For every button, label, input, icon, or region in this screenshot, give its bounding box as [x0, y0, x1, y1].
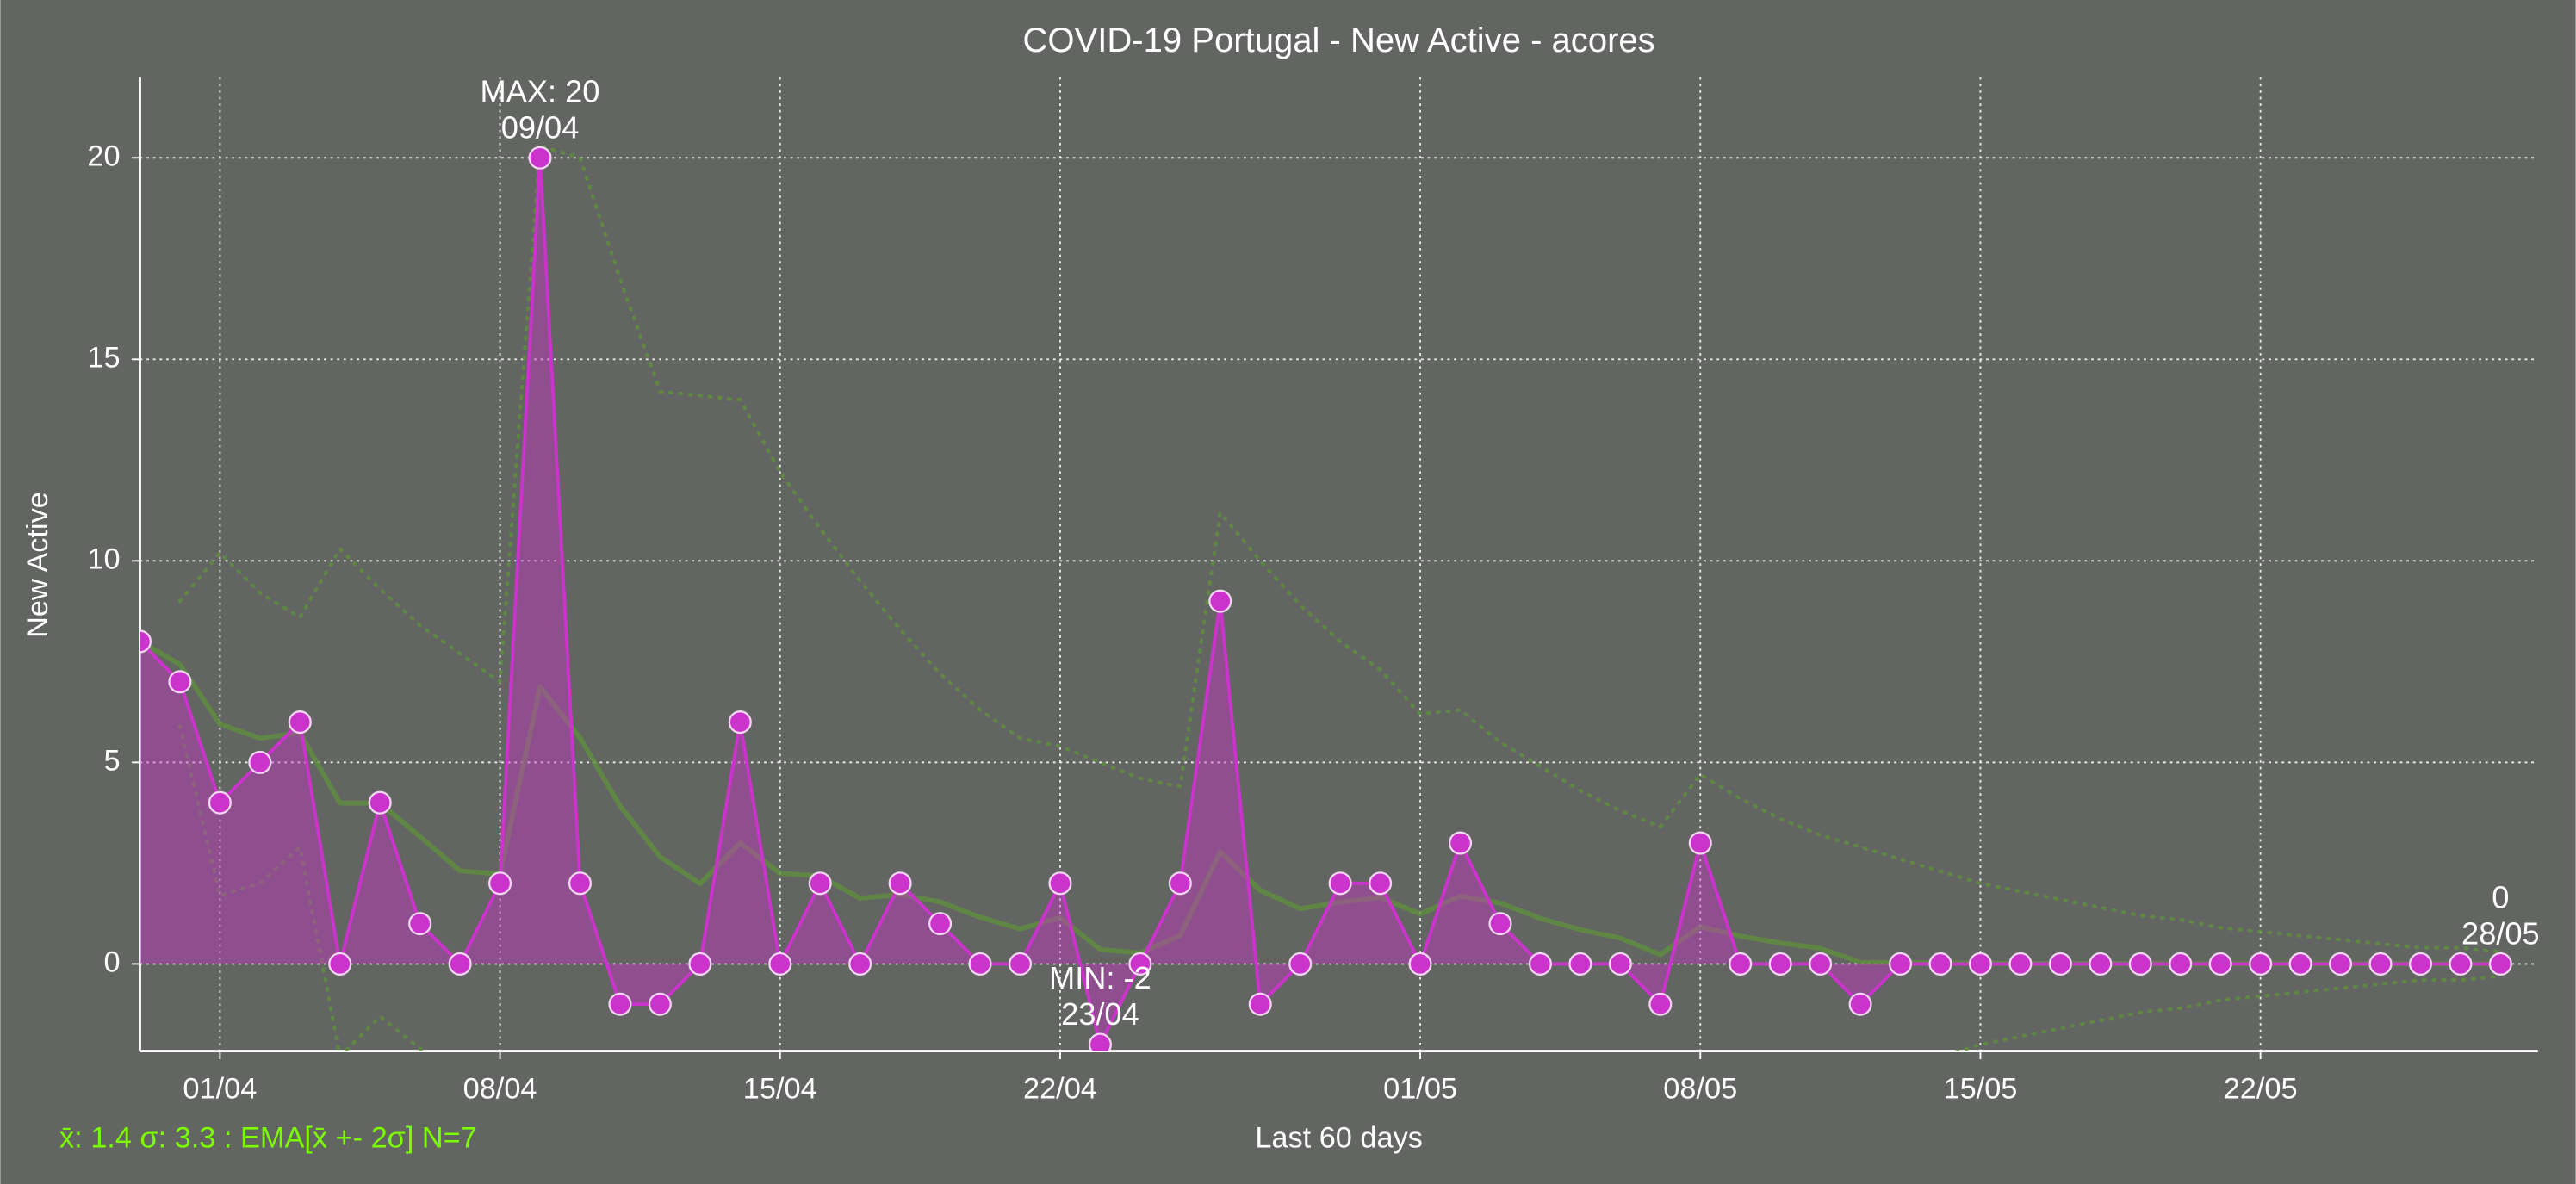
y-axis-label: New Active	[22, 492, 54, 638]
point	[2449, 952, 2473, 976]
point	[1248, 992, 1272, 1016]
point	[688, 952, 712, 976]
x-tick-label: 15/04	[743, 1072, 817, 1105]
point	[968, 952, 992, 976]
x-tick-label: 08/05	[1663, 1072, 1737, 1105]
plot-area	[140, 144, 2512, 1051]
point	[1448, 831, 1473, 855]
annotation: MAX: 20	[481, 73, 600, 108]
point	[448, 952, 472, 976]
point	[208, 790, 232, 815]
point	[1809, 952, 1833, 976]
chart-title: COVID-19 Portugal - New Active - acores	[1023, 22, 1655, 59]
y-tick-label: 0	[103, 945, 120, 978]
point	[1768, 952, 1792, 976]
annotation: 09/04	[501, 109, 580, 145]
point	[1608, 952, 1632, 976]
x-tick-label: 01/05	[1383, 1072, 1457, 1105]
band-line	[177, 724, 2503, 1051]
point	[528, 146, 552, 170]
point	[1328, 871, 1352, 896]
point	[2208, 952, 2232, 976]
annotation: 28/05	[2461, 916, 2540, 952]
point	[368, 790, 392, 815]
point	[1848, 992, 1872, 1016]
annotation: MIN: -2	[1049, 960, 1151, 995]
point	[1208, 589, 1232, 613]
x-tick-label: 08/04	[463, 1072, 537, 1105]
point	[1128, 952, 1152, 976]
point	[2408, 952, 2433, 976]
x-tick-label: 15/05	[1944, 1072, 2018, 1105]
point	[2249, 952, 2273, 976]
y-tick-label: 5	[103, 744, 120, 777]
point	[2288, 952, 2312, 976]
point	[488, 871, 512, 896]
point	[1088, 1032, 1112, 1051]
x-tick-label: 22/05	[2224, 1072, 2298, 1105]
point	[1528, 952, 1552, 976]
point	[1369, 871, 1393, 896]
point	[608, 992, 632, 1016]
point	[1688, 831, 1712, 855]
point	[1568, 952, 1592, 976]
x-axis-label: Last 60 days	[1255, 1122, 1423, 1155]
point	[808, 871, 832, 896]
point	[408, 912, 432, 936]
point	[568, 871, 593, 896]
y-tick-label: 10	[87, 542, 120, 575]
point	[168, 670, 192, 694]
point	[1968, 952, 1992, 976]
point	[2048, 952, 2072, 976]
point	[1729, 952, 1753, 976]
point	[2089, 952, 2113, 976]
annotation: 23/04	[1061, 996, 1139, 1032]
point	[888, 871, 912, 896]
point	[1008, 952, 1033, 976]
point	[1048, 871, 1072, 896]
x-tick-label: 22/04	[1023, 1072, 1097, 1105]
point	[2128, 952, 2152, 976]
point	[648, 992, 672, 1016]
point	[328, 952, 352, 976]
point	[2008, 952, 2033, 976]
point	[140, 629, 152, 654]
point	[1488, 912, 1512, 936]
y-tick-label: 15	[87, 341, 120, 374]
point	[1648, 992, 1673, 1016]
point	[288, 710, 312, 735]
band-line	[177, 144, 2503, 954]
point	[1888, 952, 1913, 976]
point	[848, 952, 872, 976]
area	[140, 158, 2501, 1045]
point	[248, 750, 272, 774]
stats-text: x̄: 1.4 σ: 3.3 : EMA[x̄ +- 2σ] N=7	[59, 1122, 477, 1155]
point	[2488, 952, 2512, 976]
point	[1168, 871, 1192, 896]
y-tick-label: 20	[87, 139, 120, 172]
point	[2368, 952, 2393, 976]
point	[2169, 952, 2193, 976]
point	[1928, 952, 1952, 976]
annotation: 0	[2492, 880, 2509, 915]
x-tick-label: 01/04	[183, 1072, 257, 1105]
point	[928, 912, 953, 936]
point	[768, 952, 792, 976]
point	[2329, 952, 2353, 976]
point	[1288, 952, 1313, 976]
point	[728, 710, 752, 735]
point	[1408, 952, 1432, 976]
